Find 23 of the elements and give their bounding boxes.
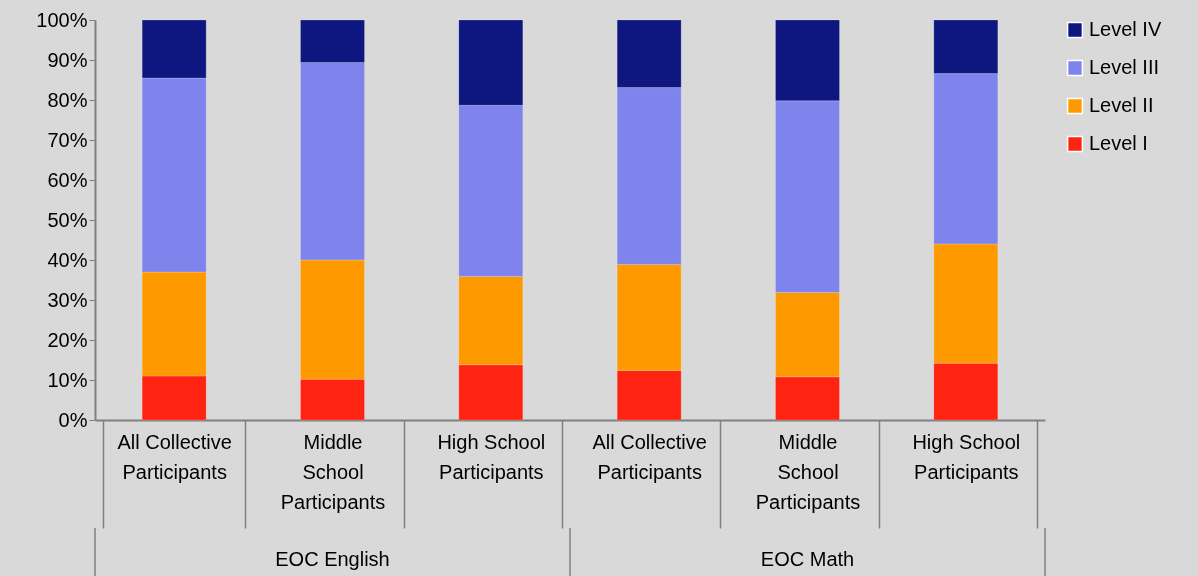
- legend-label: Level II: [1089, 94, 1154, 116]
- y-tick-label: 50%: [47, 208, 88, 231]
- y-tick-label: 40%: [47, 248, 88, 271]
- y-tick-label: 60%: [47, 168, 88, 191]
- x-tick-label: All Collective Participants: [117, 430, 232, 483]
- x-tick-label: Middle School Participants: [755, 430, 861, 513]
- text: EOC Math: [760, 548, 855, 570]
- y-tick-label: 0%: [58, 408, 88, 431]
- legend-label: Level I: [1089, 132, 1148, 154]
- x-tick-label: High School Participants: [437, 430, 546, 483]
- legend-label: Level IV: [1089, 18, 1162, 40]
- y-tick-label: 10%: [47, 368, 88, 391]
- x-tick-label: High School Participants: [912, 430, 1021, 483]
- text: EOC English: [275, 548, 390, 570]
- y-tick-label: 70%: [47, 128, 88, 151]
- y-tick-label: 100%: [36, 8, 88, 31]
- x-tick-label: All Collective Participants: [592, 430, 707, 483]
- y-tick-label: 20%: [47, 328, 88, 351]
- x-tick-label: Middle School Participants: [280, 430, 386, 513]
- y-tick-label: 90%: [47, 48, 88, 71]
- legend-label: Level III: [1089, 56, 1160, 78]
- y-tick-label: 30%: [47, 288, 88, 311]
- y-tick-label: 80%: [47, 88, 88, 111]
